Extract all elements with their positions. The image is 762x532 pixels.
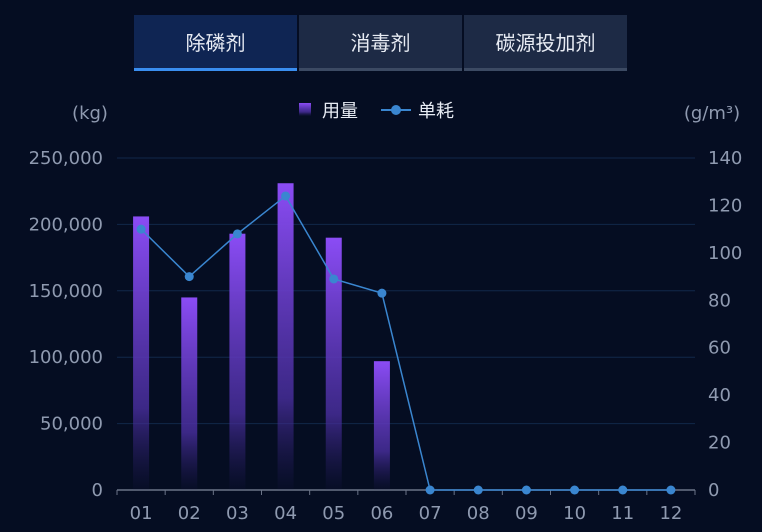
line-point-08[interactable] xyxy=(473,485,483,495)
x-axis-label: 10 xyxy=(563,503,586,524)
right-axis-tick: 0 xyxy=(708,480,719,501)
line-point-10[interactable] xyxy=(570,485,580,495)
line-point-03[interactable] xyxy=(232,229,242,239)
line-point-02[interactable] xyxy=(184,272,194,282)
x-axis-label: 07 xyxy=(419,503,442,524)
tab-disinfectant[interactable]: 消毒剂 xyxy=(299,15,462,71)
legend-bar-swatch xyxy=(299,103,311,116)
x-axis-label: 05 xyxy=(322,503,345,524)
x-axis-label: 08 xyxy=(467,503,490,524)
x-axis-label: 09 xyxy=(515,503,538,524)
right-axis-tick: 40 xyxy=(708,385,731,406)
right-axis-tick: 120 xyxy=(708,195,742,216)
legend-unit-consumption[interactable]: 单耗 xyxy=(418,101,454,122)
line-point-12[interactable] xyxy=(666,485,676,495)
line-point-07[interactable] xyxy=(425,485,435,495)
unit-consumption-line xyxy=(140,194,671,491)
line-point-09[interactable] xyxy=(521,485,531,495)
line-point-01[interactable] xyxy=(136,224,146,234)
bar-04[interactable] xyxy=(277,183,294,490)
bar-06[interactable] xyxy=(373,361,390,490)
left-axis-tick: 150,000 xyxy=(29,281,103,302)
right-axis-tick: 80 xyxy=(708,290,731,311)
legend[interactable]: 用量 单耗 xyxy=(299,101,454,122)
x-axis-label: 12 xyxy=(659,503,682,524)
right-axis-tick: 100 xyxy=(708,243,742,264)
right-axis-unit: (g/m³) xyxy=(684,103,740,124)
bar-02[interactable] xyxy=(181,297,198,490)
x-axis-label: 03 xyxy=(226,503,249,524)
tab-bar: 除磷剂 消毒剂 碳源投加剂 xyxy=(134,15,629,71)
line-point-04[interactable] xyxy=(281,191,291,201)
x-axis-label: 02 xyxy=(178,503,201,524)
left-axis-tick: 0 xyxy=(92,480,103,501)
left-axis-tick: 100,000 xyxy=(29,347,103,368)
tab-carbon-source[interactable]: 碳源投加剂 xyxy=(464,15,627,71)
legend-line-marker xyxy=(391,105,401,115)
legend-usage[interactable]: 用量 xyxy=(322,101,358,122)
x-axis-label: 04 xyxy=(274,503,297,524)
tab-phosphorus-removal[interactable]: 除磷剂 xyxy=(134,15,297,71)
bar-05[interactable] xyxy=(325,237,342,490)
x-axis-label: 01 xyxy=(130,503,153,524)
x-axis-label: 06 xyxy=(370,503,393,524)
bar-01[interactable] xyxy=(133,216,150,490)
x-axis-label: 11 xyxy=(611,503,634,524)
right-axis-tick: 140 xyxy=(708,148,742,169)
right-axis-tick: 20 xyxy=(708,433,731,454)
line-point-05[interactable] xyxy=(329,274,339,284)
line-point-06[interactable] xyxy=(377,288,387,298)
left-axis-unit: (kg) xyxy=(72,103,108,124)
left-axis-tick: 250,000 xyxy=(29,148,103,169)
left-axis-tick: 50,000 xyxy=(40,414,103,435)
left-axis-tick: 200,000 xyxy=(29,214,103,235)
line-point-11[interactable] xyxy=(618,485,628,495)
right-axis-tick: 60 xyxy=(708,338,731,359)
bar-03[interactable] xyxy=(229,233,246,491)
